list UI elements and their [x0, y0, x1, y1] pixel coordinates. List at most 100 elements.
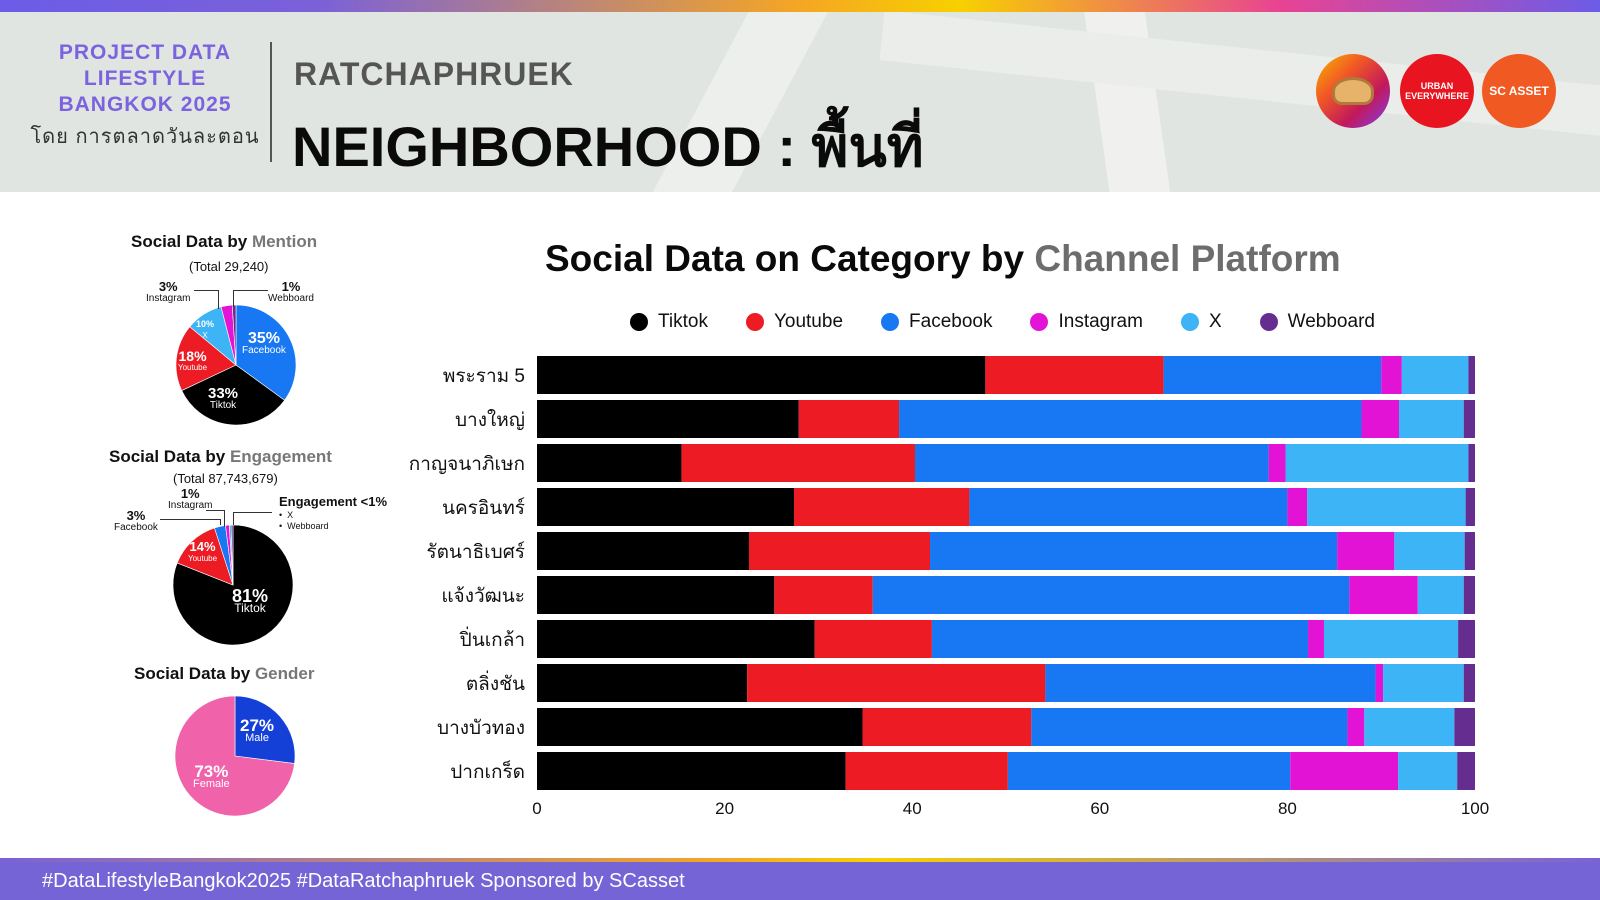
x-tick-label: 60 — [1090, 799, 1109, 818]
bar-segment-youtube — [794, 488, 970, 526]
bar-segment-instagram — [1381, 356, 1402, 394]
chart-legend: Tiktok Youtube Facebook Instagram X Webboard — [630, 310, 1413, 334]
bar-segment-webboard — [1464, 532, 1475, 570]
bar-segment-youtube — [681, 444, 916, 482]
page-title: NEIGHBORHOOD : พื้นที่ — [292, 115, 924, 178]
mention-label-youtube: 18% Youtube — [178, 348, 208, 372]
engagement-title-prefix: Social Data by — [109, 447, 230, 466]
engagement-label-instagram: 1% Instagram — [168, 486, 213, 511]
leader-line — [233, 290, 268, 307]
engagement-label-tiktok: 81% Tiktok — [232, 586, 269, 615]
bar-segment-facebook — [930, 532, 1338, 570]
bar-segment-instagram — [1290, 752, 1399, 790]
mention-label-facebook: 35% Facebook — [242, 330, 286, 357]
bar-segment-facebook — [1007, 752, 1291, 790]
mention-pie-chart — [175, 304, 297, 426]
gender-title-keyword: Gender — [254, 664, 315, 683]
engagement-title-keyword: Engagement — [229, 447, 332, 466]
urban-everywhere-logo: URBAN EVERYWHERE — [1400, 54, 1474, 128]
bar-segment-youtube — [774, 576, 873, 614]
bar-segment-x — [1398, 752, 1458, 790]
category-label: กาญจนาภิเษก — [409, 454, 525, 475]
bar-segment-instagram — [1337, 532, 1395, 570]
mention-title-keyword: Mention — [251, 232, 318, 251]
legend-swatch — [881, 313, 900, 331]
chart-title: Social Data on Category by Channel Platf… — [545, 238, 1341, 280]
bar-segment-webboard — [1463, 576, 1475, 614]
stacked-bar-chart: พระราม 5 บางใหญ่กาญจนาภิเษกนครอินทร์รัตนา… — [409, 356, 1489, 818]
bar-segment-webboard — [1454, 708, 1475, 746]
bar-segment-instagram — [1361, 400, 1400, 438]
category-label: แจ้งวัฒนะ — [441, 586, 525, 607]
mention-slice-tiktok — [181, 364, 285, 426]
mention-label-webboard: 1% Webboard — [268, 279, 314, 304]
gender-title-prefix: Social Data by — [134, 664, 255, 683]
gender-label-male: 27% Male — [240, 716, 275, 744]
bar-segment-webboard — [1458, 620, 1475, 658]
category-label: ปิ่นเกล้า — [459, 626, 525, 651]
bar-segment-x — [1323, 620, 1459, 658]
gender-title: Social Data by Gender — [134, 664, 314, 684]
legend-label: Tiktok — [658, 311, 708, 332]
bar-segment-youtube — [748, 532, 931, 570]
category-label: พระราม 5 — [443, 366, 525, 387]
bar-segment-instagram — [1349, 576, 1418, 614]
mention-slice-youtube — [175, 326, 237, 391]
bar-segment-x — [1383, 664, 1464, 702]
bar-segment-x — [1417, 576, 1464, 614]
bar-segment-tiktok — [537, 488, 795, 526]
header-banner: PROJECT DATA LIFESTYLE BANGKOK 2025 โดย … — [0, 12, 1600, 192]
engagement-total: (Total 87,743,679) — [173, 471, 278, 486]
category-label: ตลิ่งชัน — [466, 670, 525, 695]
engagement-small-item: • Webboard — [279, 521, 329, 531]
category-label: รัตนาธิเบศร์ — [426, 541, 525, 563]
footer-hashtags: #DataLifestyleBangkok2025 #DataRatchaphr… — [42, 870, 685, 892]
legend-label: Instagram — [1058, 311, 1143, 332]
engagement-slice-webboard — [230, 524, 234, 586]
gender-pie-chart — [174, 695, 296, 817]
legend-item-webboard: Webboard — [1259, 311, 1375, 333]
gender-slice-male — [234, 695, 296, 764]
legend-label: Facebook — [909, 311, 993, 332]
bar-segment-instagram — [1375, 664, 1384, 702]
bar-segment-webboard — [1463, 664, 1475, 702]
leader-line — [160, 519, 221, 525]
legend-swatch — [630, 313, 648, 331]
legend-label: Webboard — [1287, 311, 1375, 332]
footer-bar: #DataLifestyleBangkok2025 #DataRatchaphr… — [0, 862, 1600, 900]
bar-segment-facebook — [899, 400, 1362, 438]
mention-label-tiktok: 33% Tiktok — [208, 385, 239, 411]
bar-segment-instagram — [1308, 620, 1324, 658]
bar-segment-tiktok — [537, 620, 815, 658]
legend-swatch — [1180, 313, 1199, 331]
legend-item-facebook: Facebook — [881, 311, 992, 333]
bar-segment-x — [1401, 356, 1469, 394]
bar-segment-tiktok — [537, 356, 986, 394]
bar-segment-instagram — [1347, 708, 1365, 746]
leader-line — [233, 512, 272, 525]
leader-line — [194, 290, 219, 309]
gender-slice-female — [174, 695, 295, 817]
legend-label: X — [1208, 311, 1222, 332]
district-name: RATCHAPHRUEK — [294, 56, 574, 92]
mention-label-x: 10% X — [196, 319, 215, 340]
engagement-label-youtube: 14% Youtube — [188, 539, 218, 563]
bar-segment-facebook — [1163, 356, 1382, 394]
bar-segment-tiktok — [537, 664, 748, 702]
hat-icon — [1332, 77, 1374, 105]
bar-segment-youtube — [985, 356, 1164, 394]
bar-segment-tiktok — [537, 444, 682, 482]
bar-segment-facebook — [1031, 708, 1348, 746]
brand-subtitle: โดย การตลาดวันละตอน — [30, 126, 260, 148]
bar-segment-youtube — [845, 752, 1008, 790]
chart-title-prefix: Social Data on Category by — [545, 238, 1035, 279]
bar-segment-tiktok — [537, 532, 749, 570]
bar-segment-x — [1399, 400, 1464, 438]
bar-segment-instagram — [1268, 444, 1286, 482]
mention-slice-webboard — [231, 304, 237, 366]
legend-swatch — [1259, 313, 1278, 331]
engagement-pie-chart — [172, 524, 294, 646]
brand-title: PROJECT DATA LIFESTYLE BANGKOK 2025 — [58, 41, 232, 116]
leader-line — [206, 510, 225, 527]
bar-segment-tiktok — [537, 576, 775, 614]
